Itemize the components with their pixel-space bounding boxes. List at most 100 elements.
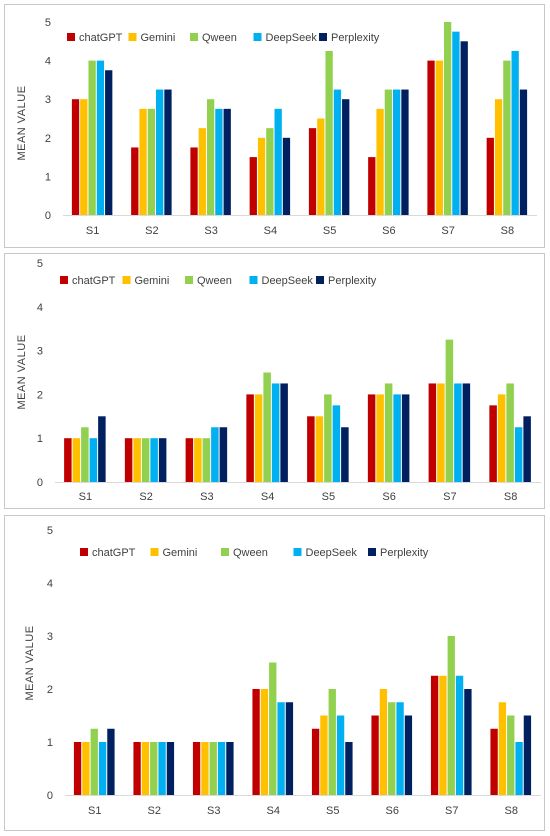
bar-deepseek-s3: [215, 108, 223, 215]
bar-chatgpt-s6: [371, 715, 379, 795]
bar-gemini-s8: [494, 99, 503, 215]
bar-qween-s5: [328, 689, 336, 795]
legend-label-chatgpt: chatGPT: [72, 275, 116, 287]
bar-deepseek-s6: [393, 394, 401, 482]
bar-chatgpt-s2: [133, 742, 141, 795]
bar-perplexity-s6: [404, 715, 413, 795]
bar-gemini-s3: [198, 128, 206, 215]
y-tick-label: 1: [47, 737, 53, 749]
bar-deepseek-s8: [515, 742, 523, 795]
y-axis-label: MEAN VALUE: [16, 334, 28, 409]
bar-qween-s6: [384, 89, 393, 215]
bar-qween-s3: [202, 438, 211, 482]
legend-swatch-qween: [221, 548, 229, 556]
x-tick-label: S7: [445, 805, 458, 817]
legend-swatch-perplexity: [319, 33, 327, 41]
x-tick-label: S8: [505, 805, 518, 817]
bar-gemini-s4: [260, 689, 269, 795]
x-tick-label: S5: [322, 491, 335, 503]
y-tick-label: 3: [37, 346, 43, 358]
bar-perplexity-s4: [285, 702, 294, 795]
bar-chatgpt-s2: [131, 147, 139, 215]
bar-deepseek-s5: [332, 405, 341, 482]
bar-deepseek-s2: [156, 89, 164, 215]
legend-label-deepseek: DeepSeek: [266, 32, 318, 44]
bar-perplexity-s7: [464, 689, 472, 795]
x-tick-label: S7: [441, 225, 454, 237]
bar-chatgpt-s7: [430, 675, 439, 795]
bar-deepseek-s3: [217, 742, 226, 795]
legend-swatch-chatgpt: [80, 548, 88, 556]
bar-chatgpt-s5: [307, 416, 315, 482]
legend-label-perplexity: Perplexity: [328, 275, 377, 287]
y-tick-label: 1: [45, 171, 51, 183]
legend-swatch-perplexity: [368, 548, 376, 556]
bar-deepseek-s2: [150, 438, 158, 482]
bar-perplexity-s8: [523, 416, 531, 482]
bar-gemini-s8: [497, 394, 506, 482]
bar-qween-s5: [324, 394, 332, 482]
bar-gemini-s2: [133, 438, 141, 482]
bar-gemini-s6: [379, 689, 388, 795]
bar-perplexity-s1: [107, 728, 115, 795]
bar-chart-3: 0 1 2 3 4 5 MEAN VALUE S1 S2 S3 S4 S5 S6 S7 S8 chatGPT G…: [24, 525, 541, 817]
x-tick-label: S4: [267, 805, 280, 817]
x-tick-label: S8: [504, 491, 517, 503]
bar-perplexity-s6: [401, 394, 410, 482]
x-tick-label: S6: [382, 491, 395, 503]
bar-gemini-s1: [72, 438, 81, 482]
bar-gemini-s7: [437, 383, 445, 482]
x-tick-label: S8: [501, 225, 514, 237]
legend-label-qween: Qween: [233, 547, 268, 559]
y-axis-label: MEAN VALUE: [16, 85, 28, 160]
legend-swatch-gemini: [122, 276, 131, 284]
x-tick-label: S2: [139, 491, 152, 503]
x-tick-label: S1: [86, 225, 99, 237]
x-tick-label: S3: [204, 225, 217, 237]
x-tick-label: S2: [148, 805, 161, 817]
x-tick-label: S7: [443, 491, 456, 503]
bar-gemini-s1: [80, 99, 88, 215]
bar-deepseek-s5: [333, 89, 342, 215]
bar-qween-s6: [384, 383, 393, 482]
y-tick-label: 5: [37, 258, 43, 270]
bar-gemini-s6: [376, 108, 384, 215]
legend-label-qween: Qween: [202, 32, 237, 44]
bar-perplexity-s2: [164, 89, 172, 215]
bar-gemini-s2: [141, 742, 150, 795]
bar-qween-s8: [506, 383, 514, 482]
y-tick-label: 0: [45, 210, 51, 222]
bar-chatgpt-s7: [428, 383, 437, 482]
legend-label-chatgpt: chatGPT: [79, 32, 123, 44]
bar-deepseek-s2: [158, 742, 166, 795]
chart-panel-3: 0 1 2 3 4 5 MEAN VALUE S1 S2 S3 S4 S5 S6 S7 S8 chatGPT G…: [4, 515, 545, 831]
y-tick-label: 0: [47, 790, 53, 802]
bar-gemini-s7: [435, 60, 443, 215]
bar-chatgpt-s3: [185, 438, 194, 482]
bar-perplexity-s5: [345, 742, 353, 795]
bar-qween-s2: [147, 108, 156, 215]
bar-deepseek-s3: [211, 427, 219, 482]
bar-perplexity-s5: [342, 99, 350, 215]
y-axis-label: MEAN VALUE: [24, 625, 36, 700]
legend-swatch-deepseek: [253, 33, 262, 41]
bar-deepseek-s4: [274, 108, 282, 215]
bar-deepseek-s1: [89, 438, 98, 482]
bar-qween-s1: [88, 60, 96, 215]
bar-qween-s8: [507, 715, 515, 795]
bar-perplexity-s2: [166, 742, 175, 795]
bar-qween-s2: [150, 742, 158, 795]
y-tick-label: 0: [37, 477, 43, 489]
y-tick-label: 2: [37, 389, 43, 401]
legend-label-deepseek: DeepSeek: [306, 547, 358, 559]
bar-chatgpt-s1: [64, 438, 72, 482]
x-tick-label: S5: [323, 225, 336, 237]
bar-qween-s4: [266, 128, 274, 215]
bar-chatgpt-s3: [190, 147, 198, 215]
bar-qween-s7: [445, 339, 454, 482]
chart-panel-1: 0 1 2 3 4 5 MEAN VALUE S1 S2 S3 S4 S5 S6 S7 S8 chatGPT G…: [4, 4, 545, 248]
x-tick-label: S3: [207, 805, 220, 817]
bar-gemini-s5: [317, 118, 325, 215]
bar-deepseek-s5: [336, 715, 345, 795]
bar-gemini-s4: [254, 394, 263, 482]
